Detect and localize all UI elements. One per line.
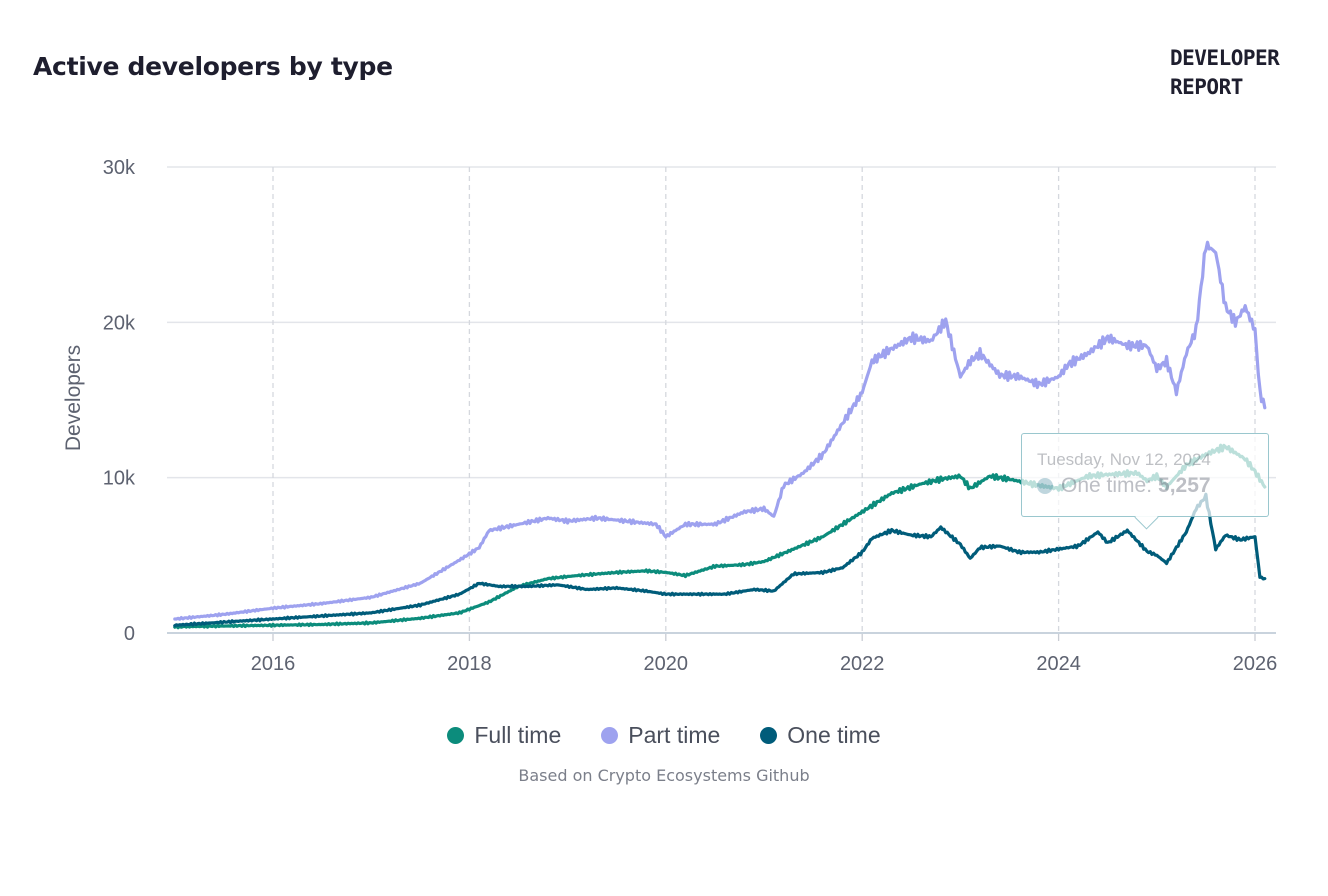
y-tick-label: 0 xyxy=(124,623,135,645)
y-tick-label: 10k xyxy=(103,468,136,490)
chart-title: Active developers by type xyxy=(33,52,393,81)
legend-item-full-time[interactable]: Full time xyxy=(447,722,561,749)
x-tick-label: 2026 xyxy=(1233,653,1278,675)
brand-logo[interactable]: DEVELOPER REPORT xyxy=(1170,44,1280,102)
legend-dot-icon xyxy=(601,727,619,744)
x-tick-label: 2022 xyxy=(840,653,885,675)
tooltip-row: One time: 5,257 xyxy=(1037,474,1268,498)
legend-label: Part time xyxy=(628,722,721,748)
x-tick-label: 2024 xyxy=(1036,653,1081,675)
legend-item-part-time[interactable]: Part time xyxy=(601,722,720,749)
source-note: Based on Crypto Ecosystems Github xyxy=(518,766,810,785)
series-line-one-time[interactable] xyxy=(173,492,1267,628)
series-line-part-time[interactable] xyxy=(173,240,1267,621)
y-tick-label: 30k xyxy=(103,157,136,179)
chart-legend: Full time Part time One time xyxy=(0,722,1328,749)
grid-layer xyxy=(167,166,1276,633)
y-axis-title: Developers xyxy=(62,345,85,451)
legend-dot-icon xyxy=(447,727,465,744)
brand-line-1: DEVELOPER xyxy=(1170,46,1280,70)
legend-item-one-time[interactable]: One time xyxy=(760,722,881,749)
x-tick-label: 2020 xyxy=(644,653,689,675)
y-tick-label: 20k xyxy=(103,312,136,334)
tooltip-value: 5,257 xyxy=(1158,474,1211,497)
x-tick-label: 2016 xyxy=(251,653,296,675)
legend-dot-icon xyxy=(760,727,778,744)
legend-label: Full time xyxy=(474,722,562,748)
x-tick-label: 2018 xyxy=(447,653,492,675)
axis-layer: 0 10k 20k 30k 2016 2018 2020 2022 2024 2026 Develo… xyxy=(62,157,1277,675)
tooltip-series-label: One time: xyxy=(1061,474,1153,497)
chart-tooltip: Tuesday, Nov 12, 2024 One time: 5,257 xyxy=(1021,433,1269,530)
tooltip-series-dot-icon xyxy=(1037,478,1053,494)
tooltip-date: Tuesday, Nov 12, 2024 xyxy=(1037,450,1211,469)
legend-label: One time xyxy=(787,722,881,748)
brand-line-2: REPORT xyxy=(1170,75,1243,99)
